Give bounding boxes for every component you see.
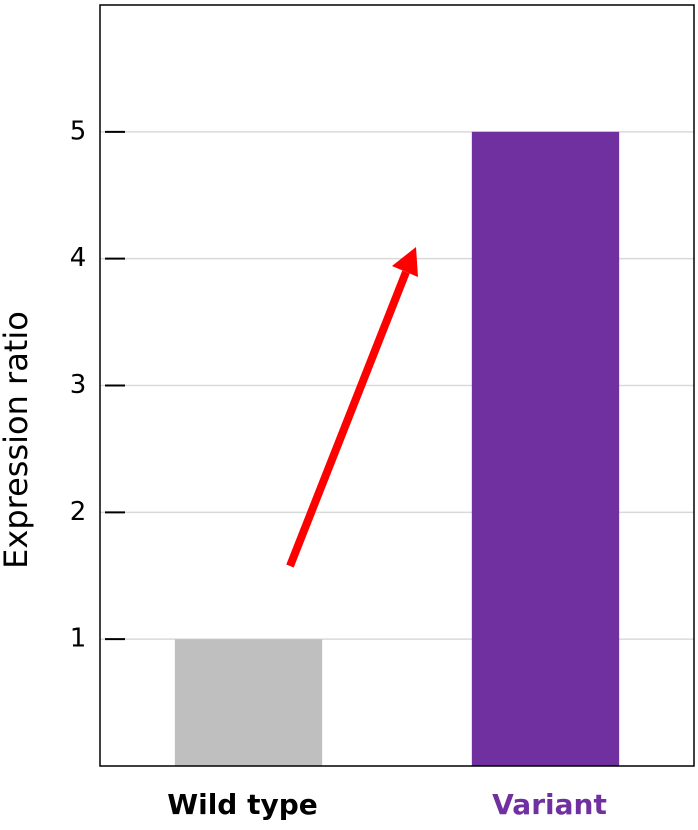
arrow-shaft xyxy=(286,270,410,568)
x-tick-label: Wild type xyxy=(167,788,318,821)
plot-frame xyxy=(99,4,695,767)
y-tick-label: 3 xyxy=(70,370,87,400)
y-axis-label: Expression ratio xyxy=(0,311,35,569)
plot-area: 1 2 3 4 5 Wild type Variant xyxy=(70,116,694,821)
y-tick-label: 2 xyxy=(70,497,87,527)
y-tick-label: 4 xyxy=(70,243,87,273)
x-tick-label: Variant xyxy=(492,788,607,821)
y-tick-label: 5 xyxy=(70,116,87,146)
bar xyxy=(174,639,323,766)
bar xyxy=(471,131,620,767)
y-tick-label: 1 xyxy=(70,624,87,654)
arrow-head xyxy=(392,247,418,277)
